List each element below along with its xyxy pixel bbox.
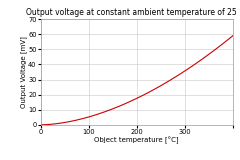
Y-axis label: Output Voltage [mV]: Output Voltage [mV]	[20, 36, 27, 108]
Title: Output voltage at constant ambient temperature of 25 °C: Output voltage at constant ambient tempe…	[26, 8, 240, 17]
X-axis label: Object temperature [°C]: Object temperature [°C]	[95, 136, 179, 144]
